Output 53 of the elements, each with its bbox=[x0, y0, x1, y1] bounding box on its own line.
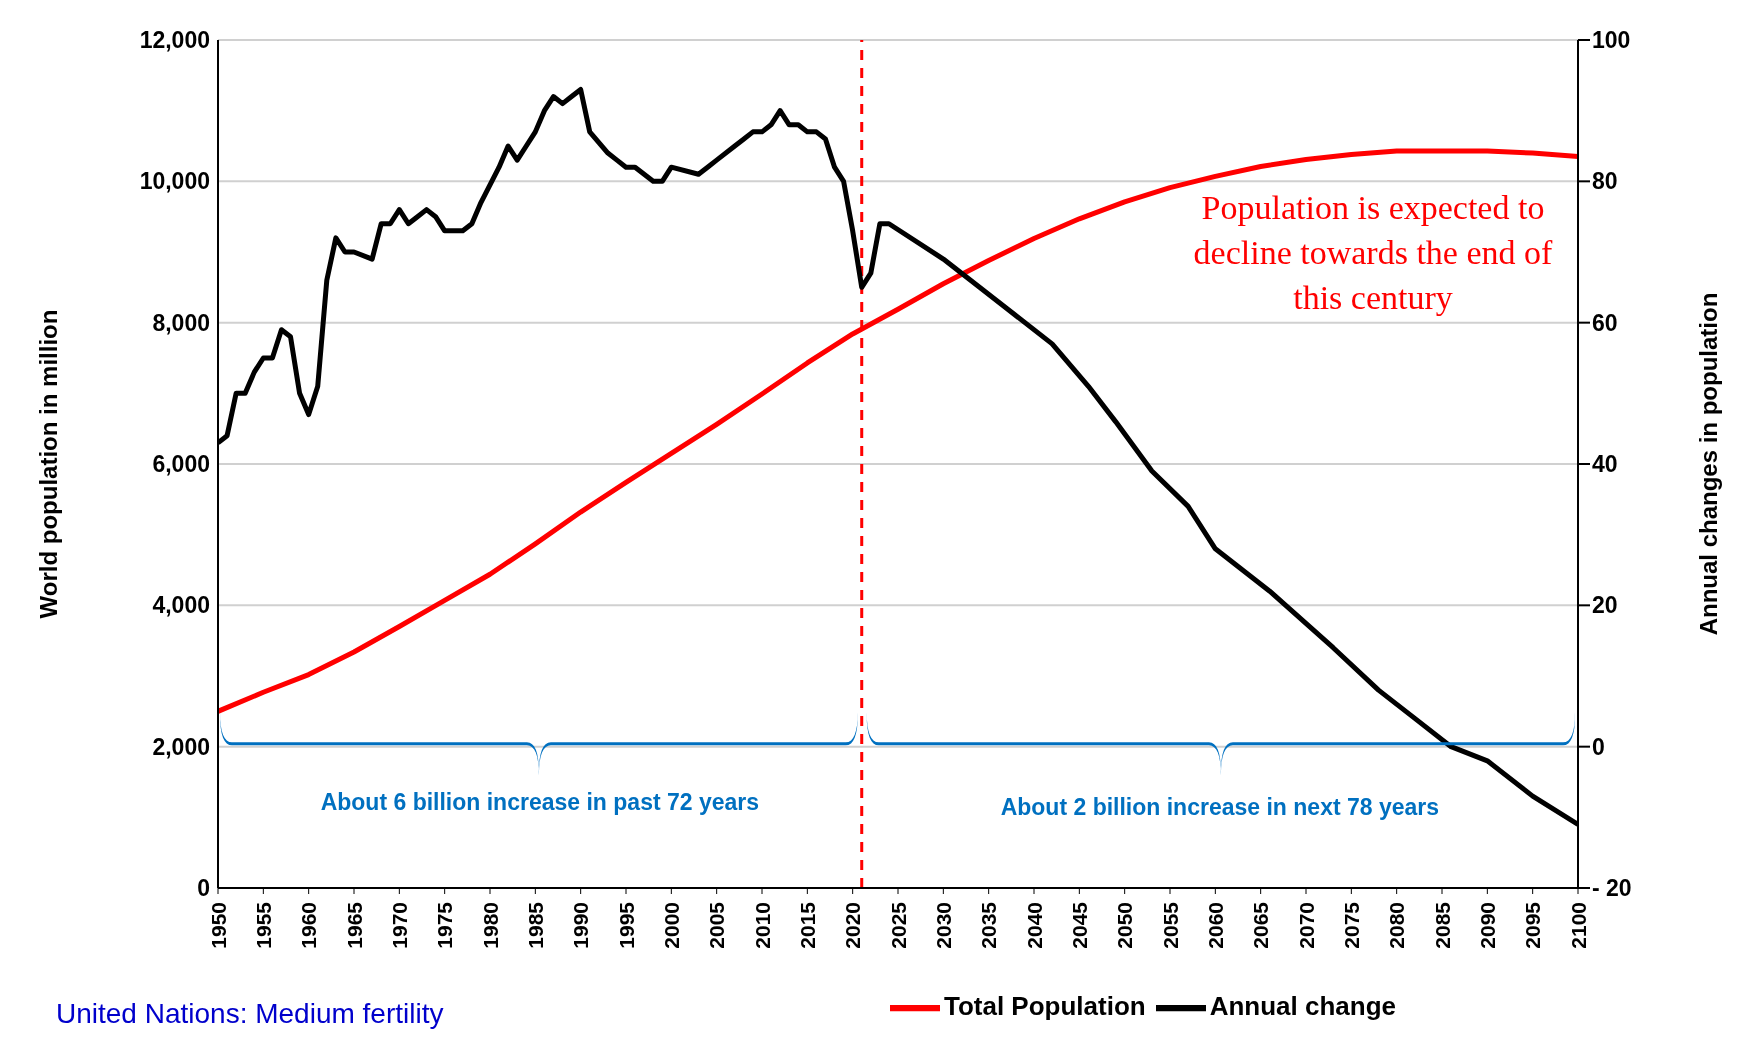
y-axis-title: World population in million bbox=[34, 309, 62, 619]
x-tick-label: 2090 bbox=[1475, 902, 1499, 949]
x-tick-label: 2045 bbox=[1067, 901, 1091, 949]
y-tick-label: 0 bbox=[197, 875, 210, 902]
x-tick-label: 1990 bbox=[569, 902, 593, 949]
y-tick-label: 2,000 bbox=[152, 733, 210, 760]
text: United Nations: Medium fertility bbox=[56, 998, 445, 1030]
y2-tick-label: 100 bbox=[1592, 27, 1631, 54]
x-tick-label: 1995 bbox=[614, 901, 638, 949]
y-tick-label: 6,000 bbox=[152, 451, 210, 478]
x-tick-label: 2075 bbox=[1339, 901, 1363, 949]
x-tick-label: 2095 bbox=[1521, 901, 1545, 949]
x-tick-label: 2060 bbox=[1203, 902, 1227, 949]
x-tick-label: 2035 bbox=[977, 901, 1001, 949]
annotation: Population is expected to decline towards the end of this century bbox=[1192, 188, 1554, 318]
x-tick-label: 1975 bbox=[433, 901, 457, 949]
legend-label: Total Population bbox=[943, 990, 1146, 1021]
x-tick-label: 2055 bbox=[1158, 901, 1182, 949]
x-tick-label: 1980 bbox=[478, 902, 502, 949]
x-tick-label: 1960 bbox=[297, 902, 321, 949]
x-tick-label: 2010 bbox=[750, 902, 774, 949]
x-tick-label: 2100 bbox=[1566, 902, 1590, 949]
x-tick-label: 1955 bbox=[251, 901, 275, 949]
y-tick-label: 4,000 bbox=[152, 592, 210, 619]
x-tick-label: 2000 bbox=[659, 902, 683, 949]
y2-tick-label: 0 bbox=[1592, 733, 1605, 760]
x-tick-label: 2040 bbox=[1022, 902, 1046, 949]
y2-tick-label: 40 bbox=[1592, 451, 1618, 478]
y2-tick-label: 20 bbox=[1592, 592, 1618, 619]
legend-label: Annual change bbox=[1209, 990, 1397, 1021]
x-tick-label: 1970 bbox=[387, 902, 411, 949]
x-tick-label: 2015 bbox=[795, 901, 819, 949]
x-tick-label: 2020 bbox=[841, 902, 865, 949]
x-tick-label: 1985 bbox=[523, 901, 547, 949]
x-tick-label: 1950 bbox=[206, 902, 230, 949]
annotation: About 2 billion increase in next 78 years bbox=[999, 793, 1441, 821]
y2-axis-title: Annual changes in population bbox=[1694, 292, 1722, 636]
x-tick-label: 2070 bbox=[1294, 902, 1318, 949]
y2-tick-label: - 20 bbox=[1592, 875, 1632, 902]
x-tick-label: 1965 bbox=[342, 901, 366, 949]
y2-tick-label: 60 bbox=[1592, 309, 1618, 336]
x-tick-label: 2030 bbox=[931, 902, 955, 949]
x-tick-label: 2065 bbox=[1249, 901, 1273, 949]
x-tick-label: 2085 bbox=[1430, 901, 1454, 949]
x-tick-label: 2025 bbox=[886, 901, 910, 949]
x-tick-label: 2080 bbox=[1385, 902, 1409, 949]
y-tick-label: 8,000 bbox=[152, 309, 210, 336]
y-tick-label: 12,000 bbox=[139, 27, 210, 54]
x-tick-label: 2005 bbox=[705, 901, 729, 949]
annotation: About 6 billion increase in past 72 years bbox=[319, 788, 761, 816]
x-tick-label: 2050 bbox=[1113, 902, 1137, 949]
y2-tick-label: 80 bbox=[1592, 168, 1618, 195]
y-tick-label: 10,000 bbox=[139, 168, 210, 195]
